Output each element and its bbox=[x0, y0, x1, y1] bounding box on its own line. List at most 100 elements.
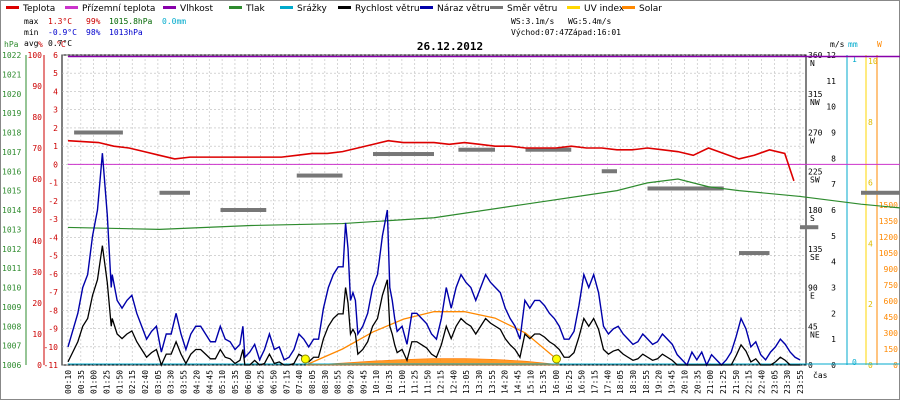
grid bbox=[61, 54, 807, 366]
axis-hpa-unit: hPa bbox=[4, 40, 19, 49]
x-tick-34: 14:20 bbox=[501, 370, 510, 394]
x-tick-17: 07:15 bbox=[282, 370, 291, 394]
x-tick-20: 08:30 bbox=[321, 370, 330, 394]
w-tick-7: 450 bbox=[884, 313, 899, 322]
x-tick-39: 16:25 bbox=[565, 370, 574, 394]
x-tick-41: 17:15 bbox=[591, 370, 600, 394]
x-tick-50: 21:00 bbox=[706, 370, 715, 394]
x-tick-55: 23:05 bbox=[770, 370, 779, 394]
smer-vetru-seg-11 bbox=[861, 190, 900, 195]
x-tick-15: 06:25 bbox=[257, 370, 266, 394]
x-tick-54: 22:40 bbox=[757, 370, 766, 394]
dir-tick-7: 45 bbox=[808, 322, 818, 331]
x-tick-22: 09:20 bbox=[347, 370, 356, 394]
solar-curve bbox=[305, 311, 560, 366]
x-tick-29: 12:15 bbox=[436, 370, 445, 394]
axis-pct-unit: % bbox=[38, 40, 43, 49]
x-tick-44: 18:30 bbox=[629, 370, 638, 394]
temp-tick-14: -8 bbox=[48, 306, 58, 315]
smer-vetru-seg-1 bbox=[159, 190, 190, 195]
x-tick-10: 04:20 bbox=[192, 370, 201, 394]
x-tick-28: 11:50 bbox=[424, 370, 433, 394]
x-tick-43: 18:05 bbox=[616, 370, 625, 394]
hpa-tick-6: 1016 bbox=[2, 167, 21, 176]
hpa-tick-4: 1018 bbox=[2, 129, 21, 138]
uv-tick-5: 0 bbox=[868, 361, 873, 370]
dir-tick-1: 315 bbox=[808, 90, 823, 99]
mm-tick-bottom: 0 bbox=[852, 358, 857, 367]
x-tick-37: 15:35 bbox=[539, 370, 548, 394]
dir-tick-3: 225 bbox=[808, 167, 823, 176]
x-tick-46: 19:20 bbox=[655, 370, 664, 394]
stats-block: max 1.3°C 99% 1015.8hPa 0.0mm min -0.9°C… bbox=[24, 17, 186, 48]
uv-tick-2: 6 bbox=[868, 179, 873, 188]
stats-min-press: 1013hPa bbox=[109, 28, 143, 37]
smer-vetru-seg-5 bbox=[458, 147, 495, 152]
stats-max-temp: 1.3°C bbox=[48, 17, 72, 26]
w-tick-4: 900 bbox=[884, 265, 899, 274]
smer-vetru-seg-2 bbox=[220, 208, 267, 212]
temp-tick-13: -7 bbox=[48, 288, 58, 297]
hpa-tick-8: 1014 bbox=[2, 206, 21, 215]
legend-label-1: Přízemní teplota bbox=[82, 4, 155, 14]
dir-tick-2: 270 bbox=[808, 129, 823, 138]
axis-w-unit: W bbox=[877, 40, 882, 49]
x-tick-26: 11:00 bbox=[398, 370, 407, 394]
stats-min-label: min bbox=[24, 28, 39, 37]
smer-vetru-seg-8 bbox=[647, 186, 724, 191]
x-tick-8: 03:30 bbox=[167, 370, 176, 394]
axis-temp-unit: °C bbox=[56, 40, 66, 49]
x-tick-40: 16:50 bbox=[578, 370, 587, 394]
legend-swatch-2 bbox=[163, 6, 176, 9]
axis-ms-unit: m/s bbox=[830, 40, 845, 49]
ms-tick-7: 5 bbox=[831, 232, 836, 241]
pct-tick-1: 90 bbox=[32, 82, 42, 91]
uv-tick-4: 2 bbox=[868, 300, 873, 309]
temp-tick-1: 5 bbox=[53, 69, 58, 78]
x-tick-3: 01:25 bbox=[103, 370, 112, 394]
dir-label-1: NW bbox=[810, 98, 820, 107]
legend-swatch-3 bbox=[229, 6, 242, 9]
ms-tick-2: 10 bbox=[826, 103, 836, 112]
w-tick-3: 1050 bbox=[879, 249, 898, 258]
chart-title: 26.12.2012 bbox=[417, 40, 483, 53]
w-tick-8: 300 bbox=[884, 329, 899, 338]
legend-swatch-1 bbox=[65, 6, 78, 9]
hpa-tick-9: 1013 bbox=[2, 225, 21, 234]
naraz-vetru-line bbox=[67, 153, 801, 367]
stats-avg-label: avg bbox=[24, 39, 39, 48]
w-tick-6: 600 bbox=[884, 297, 899, 306]
temp-tick-11: -5 bbox=[48, 252, 58, 261]
dir-tick-5: 135 bbox=[808, 245, 823, 254]
temp-tick-5: 1 bbox=[53, 142, 58, 151]
temp-tick-16: -10 bbox=[44, 343, 59, 352]
pct-tick-10: 0 bbox=[37, 361, 42, 370]
x-axis: 00:10 00:35 01:00 01:25 01:50 02:15 02:40 03:05… bbox=[64, 370, 805, 394]
legend-label-3: Tlak bbox=[245, 4, 266, 14]
ms-tick-12: 0 bbox=[831, 361, 836, 370]
legend-swatch-5 bbox=[338, 6, 351, 9]
temp-tick-10: -4 bbox=[48, 233, 58, 242]
ms-tick-6: 6 bbox=[831, 206, 836, 215]
w-tick-10: 0 bbox=[893, 361, 898, 370]
ms-tick-3: 9 bbox=[831, 129, 836, 138]
smer-vetru-seg-7 bbox=[601, 169, 617, 174]
dir-label-0: N bbox=[810, 59, 815, 68]
smer-vetru-seg-0 bbox=[74, 130, 123, 135]
sunset-time: Západ:16:01 bbox=[568, 28, 621, 37]
x-tick-48: 20:10 bbox=[680, 370, 689, 394]
x-tick-27: 11:25 bbox=[411, 370, 420, 394]
uv-tick-3: 4 bbox=[868, 239, 873, 248]
temp-tick-6: 0 bbox=[53, 160, 58, 169]
smer-vetru-seg-6 bbox=[525, 147, 572, 152]
temp-tick-7: -1 bbox=[48, 179, 58, 188]
hpa-tick-11: 1011 bbox=[2, 264, 21, 273]
x-tick-32: 13:30 bbox=[475, 370, 484, 394]
x-tick-33: 13:55 bbox=[488, 370, 497, 394]
x-tick-51: 21:25 bbox=[719, 370, 728, 394]
legend-label-6: Náraz větru bbox=[437, 4, 490, 14]
stats-max-press: 1015.8hPa bbox=[109, 17, 153, 26]
sunrise-time: Východ:07:47 bbox=[511, 28, 569, 37]
x-tick-13: 05:35 bbox=[231, 370, 240, 394]
